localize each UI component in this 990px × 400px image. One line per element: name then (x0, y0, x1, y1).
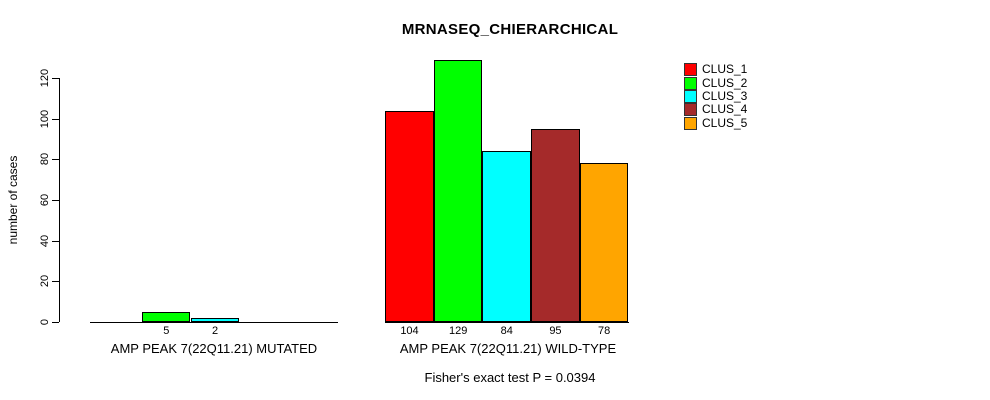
y-tick-label: 80 (39, 153, 51, 166)
legend-item-label: CLUS_2 (702, 75, 748, 90)
y-tick-label: 20 (39, 275, 51, 288)
bar-value-label: 129 (448, 325, 468, 337)
y-tick-mark (52, 118, 59, 120)
bar-clus_2 (433, 59, 483, 322)
legend-item: CLUS_3 (684, 88, 748, 103)
group-label: AMP PEAK 7(22Q11.21) MUTATED (110, 341, 318, 356)
legend-swatch-icon (684, 103, 697, 117)
legend-swatch-icon (684, 76, 697, 90)
bar-value-label: 2 (211, 325, 219, 337)
y-tick-mark (52, 78, 59, 79)
bar-value-label: 104 (400, 325, 419, 337)
y-tick-label: 100 (39, 109, 51, 128)
bar-value-label: 84 (500, 325, 513, 337)
bar-clus_5 (579, 163, 629, 322)
legend-item: CLUS_4 (684, 102, 748, 117)
legend-swatch-icon (684, 63, 697, 77)
group-label: AMP PEAK 7(22Q11.21) WILD-TYPE (399, 341, 617, 356)
y-tick-label: 40 (39, 234, 51, 247)
fisher-test-annotation: Fisher's exact test P = 0.0394 (424, 370, 596, 385)
bar-clus_2 (141, 311, 191, 322)
y-tick-mark (52, 281, 59, 283)
chart-title: MRNASEQ_CHIERARCHICAL (401, 21, 619, 38)
legend-swatch-icon (684, 89, 697, 103)
group-baseline (385, 322, 629, 323)
y-axis-line (59, 78, 60, 322)
legend-item: CLUS_2 (684, 75, 748, 90)
y-axis-title: number of cases (6, 155, 20, 245)
group-baseline (90, 322, 338, 323)
legend-swatch-icon (684, 116, 697, 130)
y-tick-mark (52, 240, 59, 242)
bar-value-label: 5 (163, 325, 170, 337)
legend-item-label: CLUS_4 (702, 102, 748, 117)
bar-value-label: 78 (597, 325, 611, 337)
legend-item-label: CLUS_5 (702, 115, 748, 130)
bar-clus_3 (190, 317, 240, 322)
y-tick-mark (52, 322, 59, 323)
legend: CLUS_1 CLUS_2 CLUS_3 CLUS_4 CLUS_5 (684, 63, 747, 130)
legend-item-label: CLUS_1 (702, 62, 748, 77)
y-tick-label: 60 (39, 193, 51, 207)
y-tick-label: 120 (39, 68, 51, 88)
bar-clus_1 (385, 110, 434, 322)
y-tick-mark (52, 200, 59, 201)
bar-clus_4 (530, 128, 580, 322)
legend-item-label: CLUS_3 (702, 88, 748, 103)
y-tick-mark (52, 159, 59, 161)
y-tick-label: 0 (39, 318, 51, 326)
legend-item: CLUS_1 (684, 62, 748, 77)
bar-clus_3 (482, 151, 531, 322)
bar-value-label: 95 (549, 325, 562, 337)
legend-item: CLUS_5 (684, 115, 748, 130)
